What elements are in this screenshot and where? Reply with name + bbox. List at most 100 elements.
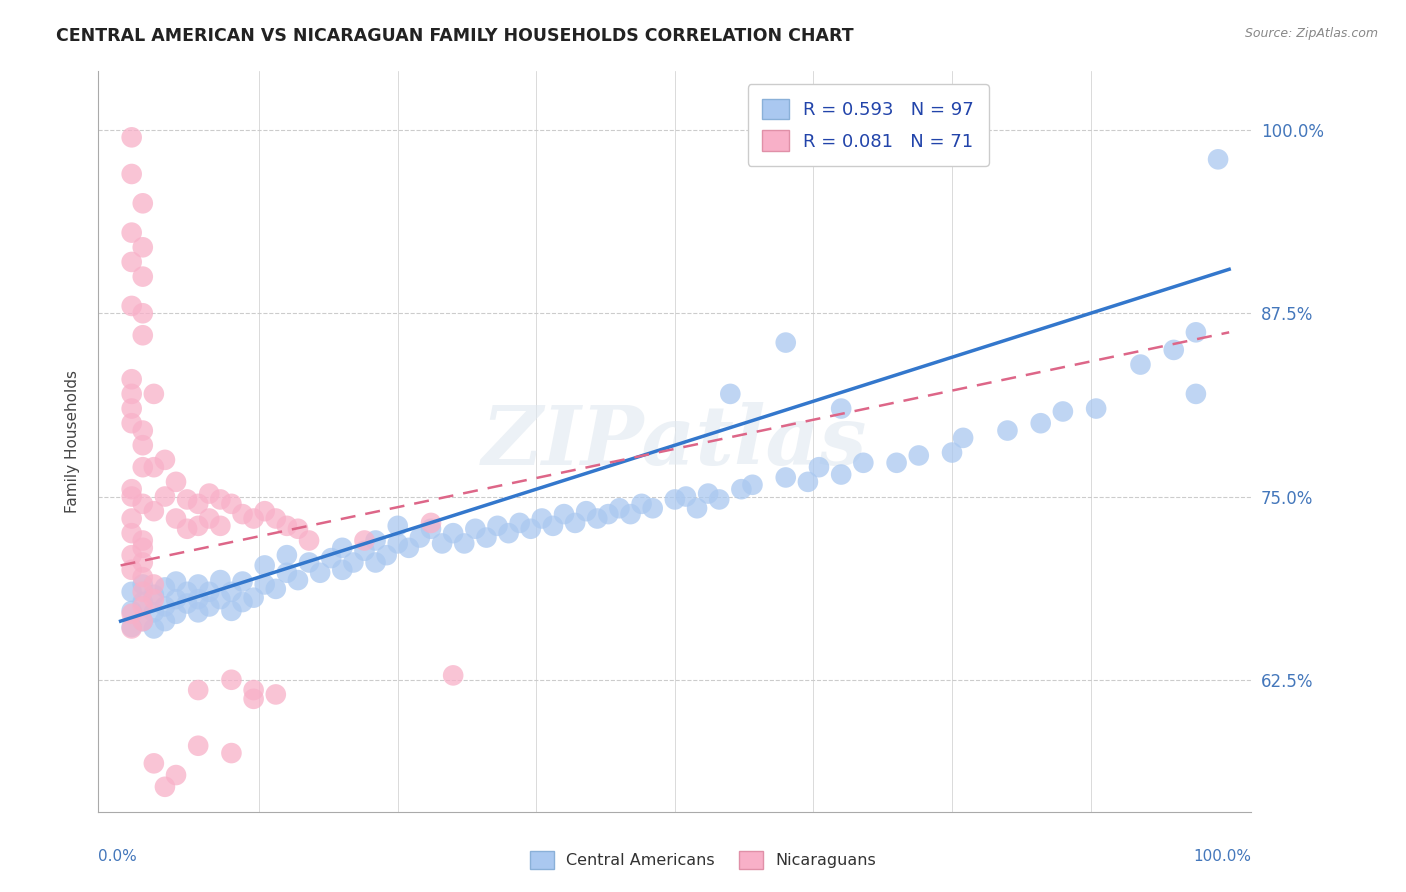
Point bbox=[730, 482, 752, 496]
Point bbox=[132, 614, 155, 628]
Point bbox=[398, 541, 420, 555]
Point bbox=[187, 739, 209, 753]
Point bbox=[253, 558, 276, 573]
Point bbox=[330, 563, 353, 577]
Point bbox=[121, 563, 143, 577]
Point bbox=[575, 504, 598, 518]
Point bbox=[1129, 358, 1152, 372]
Point bbox=[375, 548, 398, 562]
Point bbox=[718, 387, 741, 401]
Point bbox=[553, 507, 575, 521]
Point bbox=[132, 599, 155, 614]
Point bbox=[121, 526, 143, 541]
Point bbox=[121, 622, 143, 636]
Point bbox=[121, 226, 143, 240]
Point bbox=[165, 592, 187, 607]
Point bbox=[121, 416, 143, 430]
Point bbox=[176, 492, 198, 507]
Point bbox=[132, 438, 155, 452]
Point bbox=[121, 604, 143, 618]
Point bbox=[132, 328, 155, 343]
Point bbox=[564, 516, 586, 530]
Point bbox=[121, 490, 143, 504]
Point bbox=[276, 566, 298, 580]
Point bbox=[153, 614, 176, 628]
Point bbox=[198, 511, 221, 525]
Point bbox=[209, 519, 232, 533]
Point bbox=[486, 519, 509, 533]
Point bbox=[187, 592, 209, 607]
Point bbox=[121, 299, 143, 313]
Point bbox=[187, 605, 209, 619]
Point bbox=[132, 460, 155, 475]
Point bbox=[709, 492, 731, 507]
Point bbox=[1029, 416, 1052, 430]
Point bbox=[132, 269, 155, 284]
Point bbox=[807, 460, 830, 475]
Point bbox=[686, 501, 709, 516]
Point bbox=[153, 453, 176, 467]
Point bbox=[852, 456, 875, 470]
Point bbox=[121, 607, 143, 621]
Point bbox=[121, 387, 143, 401]
Point bbox=[153, 490, 176, 504]
Point bbox=[209, 573, 232, 587]
Point bbox=[1085, 401, 1108, 416]
Point bbox=[430, 536, 453, 550]
Point bbox=[1185, 326, 1208, 340]
Point bbox=[221, 746, 243, 760]
Point bbox=[187, 577, 209, 591]
Point bbox=[664, 492, 686, 507]
Point bbox=[142, 592, 165, 607]
Point bbox=[231, 507, 254, 521]
Point bbox=[121, 482, 143, 496]
Point bbox=[886, 456, 908, 470]
Point bbox=[142, 756, 165, 771]
Point bbox=[387, 536, 409, 550]
Point bbox=[132, 584, 155, 599]
Point bbox=[132, 595, 155, 609]
Text: CENTRAL AMERICAN VS NICARAGUAN FAMILY HOUSEHOLDS CORRELATION CHART: CENTRAL AMERICAN VS NICARAGUAN FAMILY HO… bbox=[56, 27, 853, 45]
Point bbox=[121, 255, 143, 269]
Point bbox=[253, 577, 276, 591]
Point bbox=[198, 584, 221, 599]
Point bbox=[187, 497, 209, 511]
Point bbox=[176, 584, 198, 599]
Point bbox=[353, 533, 375, 548]
Point bbox=[409, 531, 432, 545]
Point bbox=[221, 604, 243, 618]
Point bbox=[121, 620, 143, 634]
Point bbox=[132, 577, 155, 591]
Point bbox=[132, 306, 155, 320]
Point bbox=[221, 673, 243, 687]
Point bbox=[309, 566, 332, 580]
Point bbox=[287, 522, 309, 536]
Y-axis label: Family Households: Family Households bbox=[65, 370, 80, 513]
Point bbox=[697, 486, 720, 500]
Text: 100.0%: 100.0% bbox=[1194, 849, 1251, 863]
Point bbox=[231, 595, 254, 609]
Point bbox=[142, 588, 165, 602]
Point bbox=[187, 519, 209, 533]
Point bbox=[775, 470, 797, 484]
Point bbox=[298, 533, 321, 548]
Point bbox=[153, 581, 176, 595]
Point bbox=[997, 424, 1019, 438]
Point bbox=[952, 431, 974, 445]
Point bbox=[121, 372, 143, 386]
Point bbox=[441, 668, 464, 682]
Text: ZIPatlas: ZIPatlas bbox=[482, 401, 868, 482]
Point bbox=[132, 541, 155, 555]
Point bbox=[586, 511, 609, 525]
Point bbox=[264, 582, 287, 596]
Point bbox=[142, 622, 165, 636]
Point bbox=[609, 501, 631, 516]
Point bbox=[142, 387, 165, 401]
Point bbox=[797, 475, 820, 489]
Point bbox=[253, 504, 276, 518]
Point bbox=[342, 556, 364, 570]
Point bbox=[264, 511, 287, 525]
Point bbox=[221, 497, 243, 511]
Point bbox=[530, 511, 553, 525]
Point bbox=[420, 522, 443, 536]
